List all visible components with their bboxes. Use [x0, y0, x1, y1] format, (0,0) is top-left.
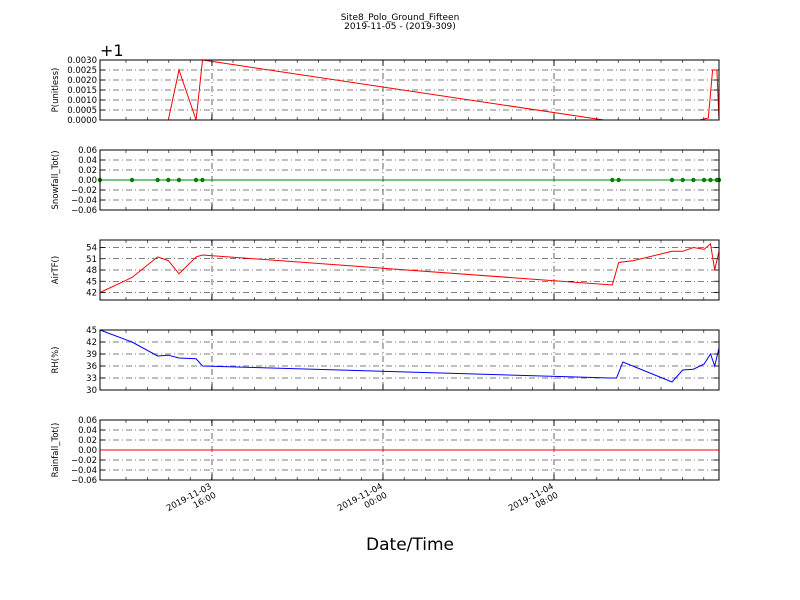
y-tick-label: 0.0000	[67, 116, 97, 126]
y-tick-label: 0.04	[78, 426, 97, 436]
axes-frame	[99, 59, 720, 121]
data-point	[708, 177, 713, 183]
panel-5: 0.060.040.020.00−0.02−0.04−0.06 Rainfall_…	[51, 416, 720, 486]
y-tick-label: 33	[86, 374, 97, 384]
y-tick-label: 51	[86, 255, 97, 265]
y-tick-label: 0.00	[78, 176, 97, 186]
axes-frame	[99, 419, 720, 481]
axes-frame	[99, 329, 720, 391]
data-point	[669, 177, 675, 183]
chart-title: Site8_Polo_Ground_Fifteen	[341, 13, 460, 23]
data-point	[166, 177, 171, 183]
x-axis-label: Date/Time	[366, 535, 454, 555]
data-point	[701, 177, 707, 183]
data-point	[200, 177, 205, 183]
data-point	[176, 177, 182, 183]
y-tick-label: 0.02	[78, 166, 97, 176]
y-axis-label: P(unitless)	[51, 68, 61, 113]
y-tick-label: −0.04	[71, 196, 97, 206]
y-tick-label: 0.0025	[67, 66, 97, 76]
y-tick-label: −0.02	[71, 186, 97, 196]
panel-1: 0.00000.00050.00100.00150.00200.00250.00…	[51, 41, 720, 126]
y-tick-label: 0.02	[78, 436, 97, 446]
y-tick-label: 39	[86, 350, 97, 360]
data-point	[193, 177, 199, 183]
axes-frame	[99, 239, 720, 301]
chart-subtitle: 2019-11-05 - (2019-309)	[344, 22, 456, 32]
y-tick-label: 45	[86, 326, 97, 336]
offset-label: +1	[100, 41, 124, 60]
y-tick-label: 0.06	[78, 146, 97, 156]
y-tick-label: 54	[86, 244, 97, 254]
y-axis-label: RH(%)	[51, 346, 61, 373]
y-tick-label: −0.02	[71, 456, 97, 466]
series-line	[99, 329, 720, 383]
y-tick-label: 0.0010	[67, 96, 97, 106]
y-tick-label: 48	[86, 266, 97, 276]
axes-frame	[99, 149, 720, 211]
panel-2: 0.060.040.020.00−0.02−0.04−0.06 Snowfall_…	[51, 146, 722, 216]
y-axis-label: AirTF()	[51, 256, 61, 284]
data-point	[616, 177, 621, 183]
y-tick-label: 0.06	[78, 416, 97, 426]
y-tick-label: 0.0005	[67, 106, 97, 116]
y-axis-label: Snowfall_Tot()	[51, 150, 61, 209]
y-axis-label: Rainfall_Tot()	[51, 423, 61, 478]
y-tick-label: −0.04	[71, 466, 97, 476]
y-tick-label: 36	[86, 362, 97, 372]
y-tick-label: 42	[86, 289, 97, 299]
y-tick-label: 0.00	[78, 446, 97, 456]
chart-panels: 0.00000.00050.00100.00150.00200.00250.00…	[51, 41, 722, 486]
y-tick-label: 42	[86, 338, 97, 348]
data-point	[680, 177, 685, 183]
y-tick-label: 0.04	[78, 156, 97, 166]
y-tick-label: −0.06	[71, 206, 97, 216]
panel-4: 45 42 39 36 33 30 RH(%)	[51, 326, 720, 396]
y-tick-label: 0.0015	[67, 86, 97, 96]
data-point	[691, 177, 696, 183]
data-point	[129, 177, 135, 183]
series-line	[99, 242, 720, 293]
data-point	[155, 177, 160, 183]
y-tick-label: 45	[86, 277, 97, 287]
y-tick-label: 0.0020	[67, 76, 97, 86]
y-tick-label: 30	[86, 386, 97, 396]
y-tick-label: 0.0030	[67, 56, 97, 66]
data-point	[610, 177, 615, 183]
y-tick-label: −0.06	[71, 476, 97, 486]
